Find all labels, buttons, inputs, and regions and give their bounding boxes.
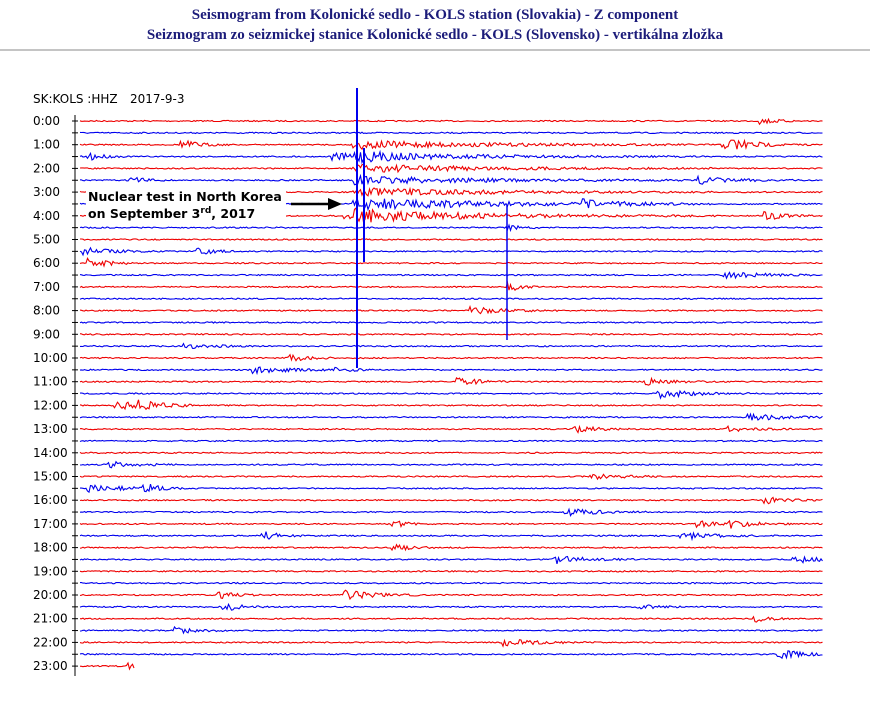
annotation-line2: on September 3rd, 2017	[88, 206, 255, 221]
trace	[80, 342, 823, 349]
hour-label: 9:00	[33, 327, 60, 341]
trace	[79, 353, 823, 362]
hour-label: 22:00	[33, 635, 68, 649]
hour-label: 0:00	[33, 114, 60, 128]
trace	[80, 460, 823, 469]
hour-label: 10:00	[33, 351, 68, 365]
trace	[79, 602, 823, 611]
trace	[79, 412, 823, 421]
trace	[79, 543, 823, 552]
hour-label: 19:00	[33, 564, 68, 578]
hour-label: 20:00	[33, 588, 68, 602]
trace	[79, 570, 823, 573]
annotation-line1: Nuclear test in North Korea	[88, 189, 282, 204]
hour-label: 18:00	[33, 541, 68, 555]
trace	[79, 531, 823, 542]
hour-label: 17:00	[33, 517, 68, 531]
annotation: Nuclear test in North Korea on September…	[86, 187, 342, 223]
trace	[79, 424, 823, 434]
hour-label: 23:00	[33, 659, 68, 673]
arrow-head	[328, 198, 342, 210]
hour-label: 8:00	[33, 304, 60, 318]
hour-label: 13:00	[33, 422, 68, 436]
hour-label: 3:00	[33, 185, 60, 199]
hour-label: 7:00	[33, 280, 60, 294]
hour-label: 21:00	[33, 612, 68, 626]
annotation-bg	[86, 187, 286, 223]
trace	[79, 246, 823, 257]
trace	[79, 507, 823, 517]
hour-label: 16:00	[33, 493, 68, 507]
trace	[79, 223, 823, 233]
trace	[79, 297, 823, 301]
trace	[79, 625, 823, 635]
hour-label: 12:00	[33, 398, 68, 412]
trace	[79, 163, 823, 174]
hour-label: 15:00	[33, 470, 68, 484]
trace	[79, 661, 135, 671]
subtitle: Seizmogram zo seizmickej stanice Kolonic…	[147, 27, 724, 43]
trace	[79, 256, 823, 268]
trace	[79, 589, 823, 601]
trace	[80, 238, 823, 241]
trace	[79, 615, 823, 623]
trace	[79, 138, 823, 151]
trace	[79, 439, 823, 443]
trace	[79, 650, 823, 660]
traces	[72, 88, 823, 671]
trace	[79, 304, 823, 315]
hour-label: 1:00	[33, 138, 60, 152]
trace	[79, 451, 823, 455]
trace	[80, 581, 823, 585]
trace	[79, 519, 823, 529]
hour-label: 5:00	[33, 233, 60, 247]
title: Seismogram from Kolonické sedlo - KOLS s…	[192, 7, 678, 23]
station-label: SK:KOLS :HHZ	[33, 92, 118, 106]
hour-label: 11:00	[33, 375, 68, 389]
trace	[79, 271, 823, 280]
hour-labels: 0:00 1:00 2:00 3:00 4:00 5:00 6:00 7:00 8:00 9:00…	[33, 114, 68, 673]
trace	[79, 366, 823, 376]
date-label: 2017-9-3	[130, 92, 184, 106]
hour-label: 2:00	[33, 161, 60, 175]
hour-label: 4:00	[33, 209, 60, 223]
trace	[79, 496, 823, 505]
hour-label: 6:00	[33, 256, 60, 270]
trace	[80, 483, 823, 494]
trace	[79, 333, 823, 336]
trace	[79, 638, 823, 648]
trace	[79, 399, 823, 411]
trace	[79, 280, 823, 292]
hour-label: 14:00	[33, 446, 68, 460]
trace	[79, 389, 823, 400]
trace	[79, 376, 823, 386]
trace	[79, 555, 823, 565]
trace	[79, 117, 823, 126]
trace	[79, 173, 823, 186]
trace	[79, 473, 823, 481]
trace	[79, 321, 823, 324]
trace	[79, 149, 823, 165]
trace	[79, 131, 823, 135]
